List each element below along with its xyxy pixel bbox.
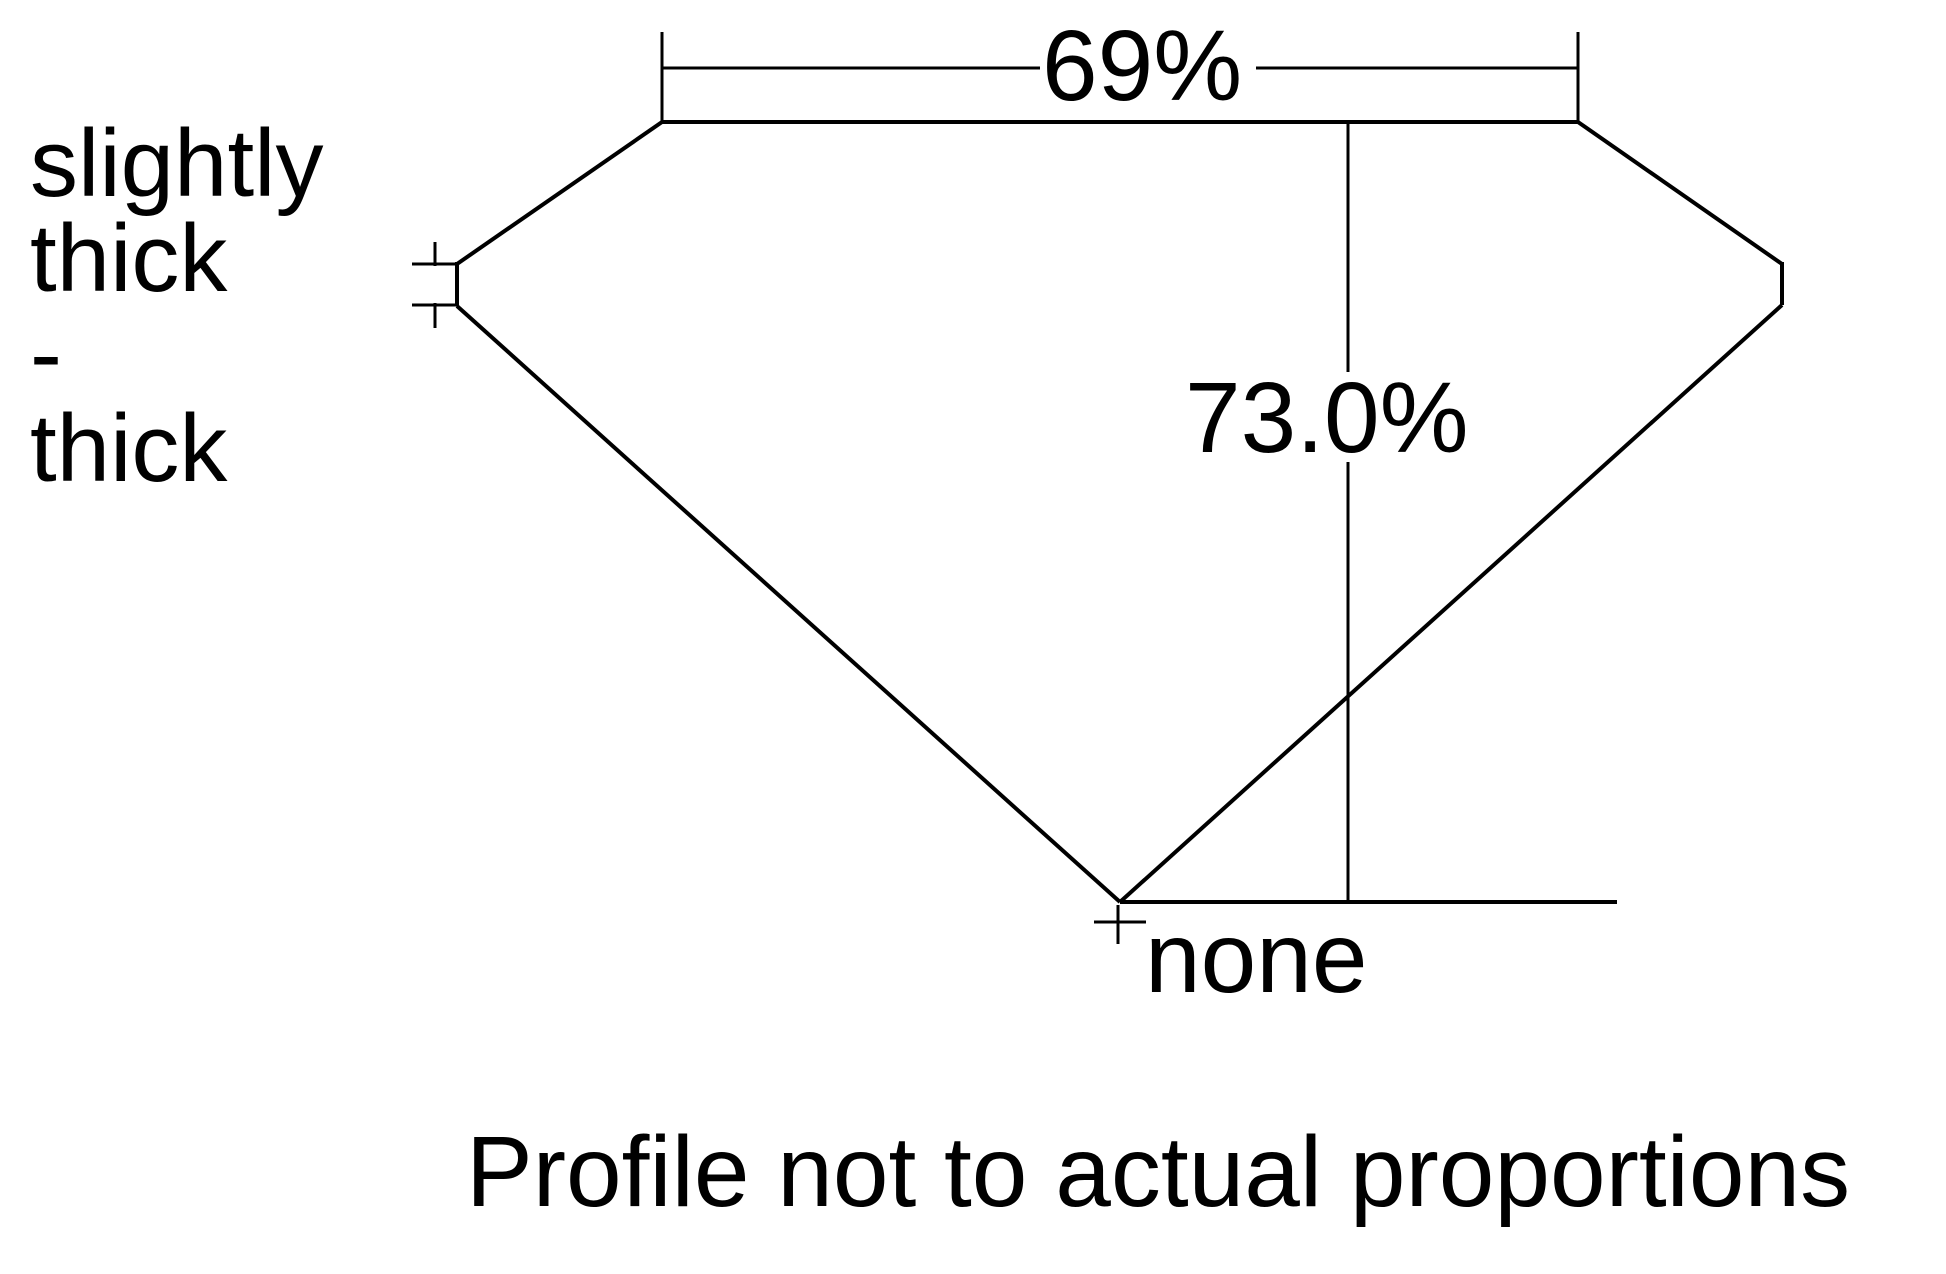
pavilion-facet-line-right — [1118, 303, 1784, 904]
total-depth-percent-label: 73.0% — [1185, 362, 1469, 474]
crown-facet-line-right — [1576, 120, 1784, 266]
crown-facet-line-left — [455, 120, 664, 266]
girdle-thickness-label: slightly thick - thick — [30, 110, 324, 502]
disclaimer-caption: Profile not to actual proportions — [466, 1116, 1851, 1228]
culet-size-label: none — [1145, 902, 1368, 1014]
table-size-percent-label: 69% — [1042, 10, 1243, 122]
pavilion-facet-line-left — [455, 304, 1122, 904]
